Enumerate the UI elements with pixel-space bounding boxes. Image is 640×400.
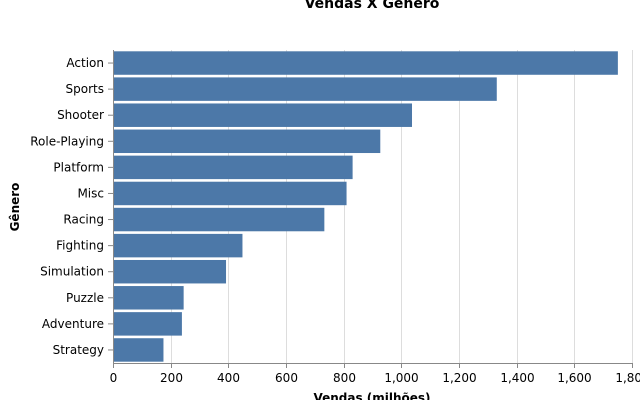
x-tick-label: 0 xyxy=(110,371,118,385)
x-tick-label: 1,200 xyxy=(442,371,476,385)
bars xyxy=(113,51,618,362)
y-tick-label: Adventure xyxy=(42,317,104,331)
y-tick-label: Role-Playing xyxy=(30,134,104,148)
x-tick-label: 1,800 xyxy=(615,371,640,385)
x-tick-label: 1,400 xyxy=(500,371,534,385)
grid xyxy=(171,50,633,363)
bar-platform xyxy=(113,155,353,180)
bar-misc xyxy=(113,181,347,206)
y-axis-title: Gênero xyxy=(8,183,22,232)
chart-title: Vendas X Gênero xyxy=(305,0,440,12)
bar-puzzle xyxy=(113,286,184,310)
bar-strategy xyxy=(113,338,164,362)
bar-fighting xyxy=(113,233,243,258)
bar-simulation xyxy=(113,259,227,284)
y-tick-label: Fighting xyxy=(56,239,104,253)
x-tick-label: 600 xyxy=(275,371,298,385)
x-axis-title: Vendas (milhões) xyxy=(313,391,430,400)
y-tick-label: Misc xyxy=(77,186,104,200)
x-tick-label: 1,000 xyxy=(384,371,418,385)
axes: 0 200 400 600 800 1,000 1,200 1,400 1,600 1,800 Ac… xyxy=(30,50,640,385)
y-tick-label: Action xyxy=(66,56,104,70)
x-tick-label: 200 xyxy=(160,371,183,385)
bar-sports xyxy=(113,77,497,101)
bar-shooter xyxy=(113,103,413,127)
bar-racing xyxy=(113,207,325,232)
y-tick-label: Platform xyxy=(53,160,104,174)
bar-adventure xyxy=(113,312,182,336)
x-tick-label: 1,600 xyxy=(557,371,591,385)
y-tick-label: Sports xyxy=(66,82,104,96)
x-tick-label: 800 xyxy=(333,371,356,385)
y-tick-label: Simulation xyxy=(40,265,104,279)
bar-action xyxy=(113,51,618,75)
y-tick-label: Puzzle xyxy=(66,291,104,305)
y-tick-label: Strategy xyxy=(53,343,104,357)
y-tick-label: Racing xyxy=(63,213,104,227)
bar-role-playing xyxy=(113,129,381,154)
y-tick-label: Shooter xyxy=(57,108,104,122)
x-tick-label: 400 xyxy=(217,371,240,385)
